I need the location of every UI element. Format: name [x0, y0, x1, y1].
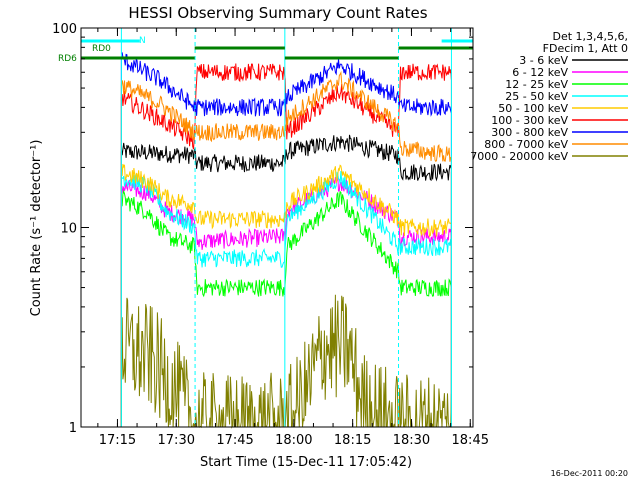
legend: Det 1,3,4,5,6, FDecim 1, Att 0 3 - 6 keV… — [470, 30, 628, 163]
legend-label-2: 12 - 25 keV — [505, 78, 568, 91]
legend-label-4: 50 - 100 keV — [498, 102, 568, 115]
legend-header-line-2: FDecim 1, Att 0 — [543, 42, 628, 55]
x-tick-label-1: 17:30 — [158, 433, 195, 448]
series-line-3 — [121, 170, 452, 268]
y-tick-label-1: 10 — [60, 222, 77, 237]
series-line-8 — [120, 294, 452, 429]
x-axis-label: Start Time (15-Dec-11 17:05:42) — [200, 455, 412, 470]
axis-layer: 17:15 17:30 17:45 18:00 18:15 18:30 18:45 1 10 10… — [52, 22, 489, 448]
legend-label-3: 25 - 50 keV — [505, 90, 568, 103]
x-tick-label-0: 17:15 — [99, 433, 136, 448]
x-tick-label-5: 18:30 — [393, 433, 430, 448]
flag-n-label: N — [139, 36, 146, 46]
series-line-6 — [121, 52, 452, 117]
legend-label-7: 800 - 7000 keV — [484, 138, 568, 151]
x-tick-label-3: 18:00 — [275, 433, 312, 448]
flag-layer: RD0 N RD6 — [58, 28, 473, 427]
y-tick-label-2: 100 — [52, 22, 77, 37]
legend-header-line-1: Det 1,3,4,5,6, — [552, 30, 628, 43]
y-axis-label: Count Rate (s⁻¹ detector⁻¹) — [29, 140, 44, 317]
flag-rd6-label: RD6 — [58, 54, 77, 64]
x-tick-label-6: 18:45 — [452, 433, 489, 448]
series-line-4 — [120, 163, 452, 238]
legend-label-1: 6 - 12 keV — [512, 66, 568, 79]
legend-label-5: 100 - 300 keV — [491, 114, 568, 127]
legend-label-6: 300 - 800 keV — [491, 126, 568, 139]
y-tick-label-0: 1 — [69, 421, 77, 436]
flag-rd0-label: RD0 — [92, 44, 111, 54]
series-line-0 — [120, 134, 452, 182]
x-tick-label-4: 18:15 — [334, 433, 371, 448]
timestamp: 16-Dec-2011 00:20 — [551, 469, 628, 478]
series-line-2 — [120, 189, 452, 298]
x-tick-label-2: 17:45 — [216, 433, 253, 448]
legend-label-8: 7000 - 20000 keV — [470, 150, 568, 163]
chart-title: HESSI Observing Summary Count Rates — [128, 4, 427, 22]
series-line-7 — [120, 70, 452, 163]
legend-label-0: 3 - 6 keV — [519, 54, 568, 67]
